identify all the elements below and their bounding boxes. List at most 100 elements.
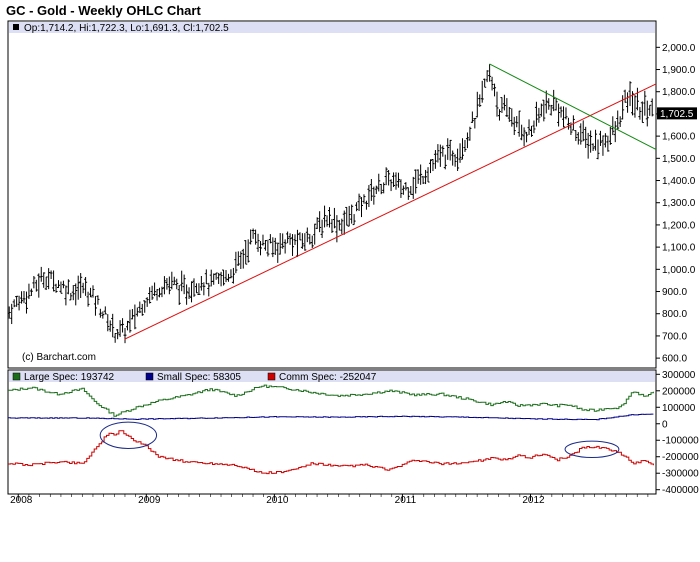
ohlc-bar bbox=[362, 194, 366, 204]
ohlc-bar bbox=[367, 185, 371, 208]
ohlc-bar bbox=[256, 233, 260, 252]
cot-series-line bbox=[8, 413, 654, 421]
x-tick-label: 2011 bbox=[395, 495, 417, 506]
x-axis: 2008 2009 2010 2011 2012 bbox=[10, 494, 649, 506]
ohlc-bar bbox=[473, 117, 477, 129]
ohlc-bar bbox=[145, 297, 149, 307]
ohlc-bar bbox=[187, 287, 191, 299]
price-tick-label: 1,600.0 bbox=[662, 132, 696, 143]
ohlc-bar bbox=[517, 110, 521, 137]
ohlc-bar bbox=[185, 284, 189, 305]
ohlc-bar bbox=[286, 231, 290, 244]
ohlc-bar bbox=[618, 116, 622, 127]
legend-label: Large Spec: 193742 bbox=[24, 372, 115, 383]
price-tick-label: 2,000.0 bbox=[662, 43, 696, 54]
ohlc-bar bbox=[414, 169, 418, 194]
cot-tick-label: 300000 bbox=[662, 370, 696, 381]
ohlc-bar bbox=[71, 285, 75, 301]
ohlc-bar bbox=[411, 176, 415, 199]
x-tick-label: 2010 bbox=[266, 495, 289, 506]
ohlc-bar bbox=[485, 70, 489, 83]
ohlc-bar bbox=[17, 295, 21, 311]
ohlc-bar bbox=[89, 287, 93, 298]
ohlc-bar bbox=[589, 130, 593, 153]
ohlc-bar bbox=[539, 103, 543, 117]
ohlc-bar bbox=[426, 167, 430, 183]
ohlc-bar bbox=[54, 283, 58, 293]
ohlc-bar bbox=[52, 270, 56, 292]
ohlc-bar bbox=[207, 282, 211, 297]
ohlc-header-band bbox=[9, 22, 655, 33]
ohlc-bar bbox=[623, 89, 627, 103]
price-tick-label: 700.0 bbox=[662, 331, 687, 342]
ohlc-bar bbox=[638, 107, 642, 120]
cot-tick-label: -400000 bbox=[662, 485, 699, 496]
ohlc-bar bbox=[544, 90, 548, 114]
cot-header-band bbox=[9, 371, 655, 382]
price-tick-label: 600.0 bbox=[662, 354, 687, 365]
ohlc-bar bbox=[576, 132, 580, 145]
ohlc-bar bbox=[347, 205, 351, 227]
ohlc-bar bbox=[507, 106, 511, 122]
ohlc-bar bbox=[364, 200, 368, 210]
ohlc-bar bbox=[480, 80, 484, 103]
ohlc-bar bbox=[608, 126, 612, 145]
ohlc-bar bbox=[448, 139, 452, 161]
ohlc-bar bbox=[170, 271, 174, 290]
ohlc-bar bbox=[101, 311, 105, 319]
cot-series-line bbox=[8, 384, 654, 417]
ohlc-bar bbox=[236, 251, 240, 266]
price-tick-label: 1,300.0 bbox=[662, 198, 696, 209]
ohlc-bar bbox=[98, 308, 102, 318]
ohlc-bar bbox=[374, 185, 378, 195]
ohlc-bar bbox=[222, 269, 226, 286]
price-bars bbox=[7, 64, 654, 344]
ohlc-bar bbox=[424, 169, 428, 185]
ohlc-bar bbox=[91, 285, 95, 298]
ohlc-bar bbox=[64, 285, 68, 306]
cot-panel bbox=[7, 369, 657, 495]
ohlc-bar bbox=[598, 130, 602, 146]
price-tick-label: 900.0 bbox=[662, 287, 687, 298]
ohlc-bar bbox=[355, 202, 359, 212]
price-tick-label: 1,400.0 bbox=[662, 176, 696, 187]
ohlc-bar bbox=[79, 273, 83, 298]
ohlc-bar bbox=[325, 215, 329, 227]
ohlc-bar bbox=[34, 279, 38, 292]
ohlc-bar bbox=[490, 76, 494, 91]
ohlc-bar bbox=[357, 193, 361, 211]
ohlc-bar bbox=[123, 327, 127, 344]
ohlc-bar bbox=[300, 233, 304, 249]
ohlc-bar bbox=[57, 280, 61, 289]
ohlc-bar bbox=[643, 90, 647, 116]
ohlc-bar bbox=[441, 145, 445, 157]
ohlc-bar bbox=[470, 111, 474, 123]
ohlc-bar bbox=[177, 285, 181, 305]
ohlc-bar bbox=[360, 197, 364, 218]
ohlc-bar bbox=[382, 182, 386, 194]
ohlc-bar bbox=[12, 299, 16, 308]
ohlc-bar bbox=[554, 98, 558, 111]
ohlc-bar bbox=[532, 120, 536, 134]
ohlc-bar bbox=[162, 276, 166, 295]
ohlc-bar bbox=[153, 282, 157, 297]
ohlc-bar bbox=[249, 229, 253, 245]
price-tick-label: 1,000.0 bbox=[662, 265, 696, 276]
ohlc-bar bbox=[42, 272, 46, 288]
ohlc-bar bbox=[44, 276, 48, 291]
ohlc-bar bbox=[111, 313, 115, 338]
ohlc-bar bbox=[172, 276, 176, 286]
ohlc-bar bbox=[387, 170, 391, 186]
ohlc-bar bbox=[254, 229, 258, 245]
ohlc-bar bbox=[461, 138, 465, 160]
ohlc-bar bbox=[266, 239, 270, 257]
ohlc-bar bbox=[591, 143, 595, 151]
ohlc-bar bbox=[520, 124, 524, 141]
ohlc-bar bbox=[384, 167, 388, 186]
ohlc-bar bbox=[96, 295, 100, 305]
ohlc-bar bbox=[616, 110, 620, 130]
ohlc-bar bbox=[579, 123, 583, 145]
ohlc-bar bbox=[217, 272, 221, 285]
